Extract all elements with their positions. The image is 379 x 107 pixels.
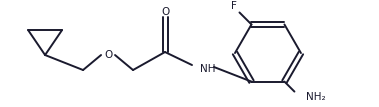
Text: NH: NH bbox=[200, 64, 216, 74]
Text: NH₂: NH₂ bbox=[307, 92, 326, 102]
Text: O: O bbox=[104, 50, 112, 60]
Text: O: O bbox=[161, 7, 169, 17]
Text: F: F bbox=[230, 1, 236, 11]
